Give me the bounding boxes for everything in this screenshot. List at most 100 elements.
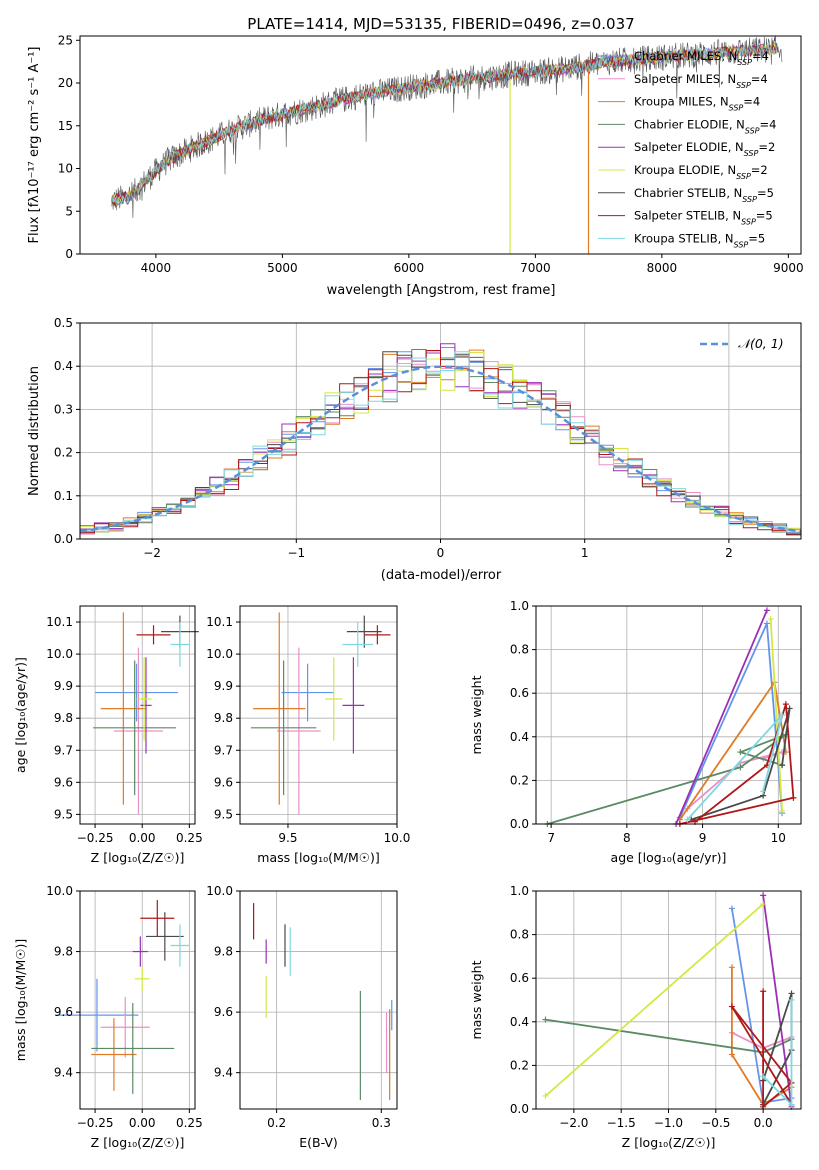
weight-marker [737, 764, 744, 771]
x-tick-label: 8000 [647, 261, 678, 275]
y-tick-label: 10.0 [206, 647, 233, 661]
y-tick-label: 9.8 [214, 945, 233, 959]
y-tick-label: 15 [58, 119, 73, 133]
y-tick-label: 9.7 [54, 743, 73, 757]
weight-marker [728, 1051, 735, 1058]
y-tick-label: 1.0 [510, 884, 529, 898]
x-axis-label: age [log₁₀(age/yr)] [611, 850, 727, 865]
y-tick-label: 0.5 [54, 316, 73, 330]
weight-marker [782, 701, 789, 708]
x-tick-label: 7000 [520, 261, 551, 275]
x-tick-label: 10.0 [384, 831, 411, 845]
errorbar-point [342, 657, 365, 754]
y-tick-label: 0.1 [54, 489, 73, 503]
y-tick-label: 0.4 [54, 359, 73, 373]
weight-marker [767, 616, 774, 623]
errorbar-point [346, 615, 382, 648]
plot-frame [79, 890, 196, 1110]
x-axis-label: wavelength [Angstrom, rest frame] [327, 283, 556, 298]
errorbar-point [325, 657, 343, 741]
legend: Chabrier MILES, NSSP=4 Salpeter MILES, NS… [598, 49, 776, 249]
weight-marker [788, 997, 795, 1003]
weight-marker [788, 990, 795, 997]
plot-frame [535, 605, 802, 825]
weight-marker [728, 964, 735, 971]
y-tick-label: 20 [58, 76, 73, 90]
x-tick-label: −2 [143, 546, 161, 560]
y-tick-label: 10.0 [46, 647, 73, 661]
x-tick-label: −1.5 [607, 1116, 636, 1130]
plot-frame [239, 890, 398, 1110]
y-tick-label: 9.6 [54, 1005, 73, 1019]
y-tick-label: 0 [65, 247, 73, 261]
errorbar-point [93, 660, 177, 796]
weight-line-6 [544, 903, 764, 1097]
x-tick-label: −1 [287, 546, 305, 560]
x-tick-label: 0.2 [267, 1116, 286, 1130]
weight-line-5 [762, 895, 793, 1107]
errorbar-point [140, 657, 152, 754]
y-tick-label: 0.2 [510, 773, 529, 787]
y-tick-label: 25 [58, 33, 73, 47]
x-tick-label: 2 [725, 546, 733, 560]
spectrum-series [111, 35, 783, 254]
errorbar-point [55, 978, 139, 1052]
y-tick-label: 0.3 [54, 402, 73, 416]
weight-marker [788, 1101, 795, 1108]
y-axis-label: mass [log₁₀(M/M☉)] [13, 939, 28, 1061]
weight-marker [786, 705, 793, 712]
plot-frame [79, 35, 802, 255]
weight-marker [790, 794, 797, 801]
errorbar-point [342, 622, 374, 667]
y-axis-label: mass weight [469, 675, 484, 754]
weight-line-1 [731, 908, 792, 1104]
residual-histogram-panel: −2 −1 0 1 2 0.0 0.1 0.2 0.3 0.4 0.5 𝒩(0, 1) (data-… [27, 316, 802, 583]
histogram-step-9 [79, 351, 802, 539]
errorbar-point [136, 625, 171, 645]
weight-marker [542, 1016, 549, 1023]
weight-line-1 [679, 623, 783, 818]
x-axis-label: E(B-V) [299, 1135, 338, 1150]
y-tick-label: 9.8 [214, 711, 233, 725]
y-axis-label: Flux [fλ10⁻¹⁷ erg cm⁻² s⁻¹ A⁻¹] [27, 47, 42, 244]
errorbar-point [281, 663, 334, 722]
weight-line-6 [769, 619, 783, 811]
y-axis-label: age [log₁₀(age/yr)] [13, 657, 28, 773]
errorbar-point [100, 612, 146, 805]
y-tick-label: 9.8 [54, 945, 73, 959]
y-tick-label: 9.6 [54, 775, 73, 789]
x-tick-label: 4000 [141, 261, 172, 275]
y-tick-label: 0.6 [510, 686, 529, 700]
legend-entry: Salpeter ELODIE, NSSP=2 [634, 140, 775, 158]
x-tick-label: −0.25 [77, 831, 114, 845]
plot-frame [239, 605, 398, 825]
weight-marker [779, 762, 786, 769]
y-tick-label: 0.2 [54, 446, 73, 460]
legend-entry: Salpeter STELIB, NSSP=5 [634, 209, 773, 227]
chart-title: PLATE=1414, MJD=53135, FIBERID=0496, z=0… [247, 15, 634, 33]
weight-marker [728, 1003, 735, 1010]
mass-vs-ebv-panel: 0.2 0.3 9.4 9.6 9.8 10.0 E(B-V) [206, 884, 398, 1150]
x-axis-label: Z [log₁₀(Z/Z☉)] [91, 1135, 185, 1150]
x-tick-label: 9 [699, 831, 707, 845]
y-tick-label: 0.2 [510, 1058, 529, 1072]
legend-entry: Chabrier ELODIE, NSSP=4 [634, 117, 776, 135]
y-tick-label: 10.1 [46, 615, 73, 629]
weight-marker [763, 620, 770, 627]
legend-entry: Chabrier MILES, NSSP=4 [634, 49, 769, 67]
x-tick-label: 6000 [394, 261, 425, 275]
x-tick-label: −2.0 [559, 1116, 588, 1130]
weight-line-3 [679, 679, 787, 821]
x-tick-label: −0.25 [77, 1116, 114, 1130]
y-tick-label: 9.6 [214, 1005, 233, 1019]
x-tick-label: 1 [581, 546, 589, 560]
mass-weight-vs-age-panel: 7 8 9 10 0.0 0.2 0.4 0.6 0.8 1.0 age [log₁₀(age/yr… [469, 599, 802, 865]
x-axis-label: mass [log₁₀(M/M☉)] [257, 850, 379, 865]
observed-spectrum-line [111, 35, 783, 219]
y-tick-label: 0.4 [510, 730, 529, 744]
errorbar-point [277, 647, 321, 815]
y-tick-label: 0.0 [54, 532, 73, 546]
y-tick-label: 9.8 [54, 711, 73, 725]
y-tick-label: 0.6 [510, 971, 529, 985]
